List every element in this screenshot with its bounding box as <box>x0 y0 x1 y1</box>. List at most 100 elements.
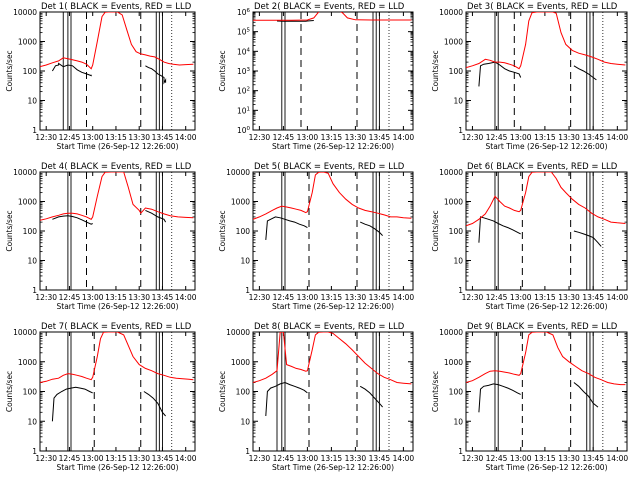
y-tick-label: 101 <box>237 106 250 115</box>
x-tick-label: 12:30 <box>35 133 57 142</box>
x-tick-label: 12:45 <box>273 133 295 142</box>
y-axis-label: Counts/sec <box>431 210 440 251</box>
chart-panel-1: Det 1( BLACK = Events, RED = LLD 12:30 12:… <box>5 2 197 151</box>
x-tick-label: 12:30 <box>462 454 484 463</box>
x-tick-label: 13:00 <box>510 454 532 463</box>
x-tick-label: 12:30 <box>249 454 271 463</box>
x-tick-label: 13:45 <box>582 133 604 142</box>
x-tick-label: 13:30 <box>128 454 150 463</box>
y-tick-label: 1000 <box>18 198 37 207</box>
chart-title: Det 8( BLACK = Events, RED = LLD <box>254 322 405 332</box>
chart-title: Det 5( BLACK = Events, RED = LLD <box>254 162 405 172</box>
y-tick-label: 10000 <box>13 328 37 337</box>
y-tick-label: 1 <box>458 447 463 456</box>
y-tick-label: 100 <box>236 227 251 236</box>
chart-title: Det 4( BLACK = Events, RED = LLD <box>41 162 192 172</box>
events-series-line <box>265 216 383 240</box>
y-tick-label: 10000 <box>439 8 463 17</box>
x-tick-label: 13:30 <box>558 133 580 142</box>
y-tick-label: 10 <box>453 257 463 266</box>
y-tick-label: 10000 <box>226 168 250 177</box>
lld-series-line <box>466 12 626 70</box>
x-tick-label: 12:30 <box>35 293 57 302</box>
x-axis-label: Start Time (26-Sep-12 12:26:00) <box>486 463 608 472</box>
x-tick-label: 13:30 <box>345 454 367 463</box>
y-tick-label: 10 <box>27 257 37 266</box>
y-tick-label: 1000 <box>18 358 37 367</box>
chart-title: Det 3( BLACK = Events, RED = LLD <box>467 2 618 12</box>
lld-series-line <box>253 332 412 385</box>
y-tick-label: 10000 <box>226 328 250 337</box>
chart-panel-3: Det 3( BLACK = Events, RED = LLD 12:30 12:… <box>431 2 628 151</box>
y-tick-label: 10000 <box>13 168 37 177</box>
x-tick-label: 12:45 <box>486 293 508 302</box>
x-tick-label: 13:00 <box>297 454 319 463</box>
events-series-line <box>478 382 599 413</box>
x-tick-label: 12:45 <box>486 133 508 142</box>
y-axis-label: Counts/sec <box>218 210 227 251</box>
x-axis-label: Start Time (26-Sep-12 12:26:00) <box>57 302 179 311</box>
x-tick-label: 13:15 <box>105 454 127 463</box>
x-tick-label: 13:30 <box>128 133 150 142</box>
x-tick-label: 12:30 <box>35 454 57 463</box>
y-tick-label: 10000 <box>13 8 37 17</box>
lld-series-line <box>40 172 194 221</box>
x-tick-label: 13:15 <box>105 133 127 142</box>
y-tick-label: 10 <box>240 417 250 426</box>
events-series-line <box>478 216 602 247</box>
chart-panel-7: Det 7( BLACK = Events, RED = LLD 12:30 12:… <box>5 322 197 472</box>
x-tick-label: 14:00 <box>607 293 629 302</box>
y-tick-label: 1 <box>245 447 250 456</box>
x-tick-label: 12:30 <box>462 293 484 302</box>
y-axis-label: Counts/sec <box>431 371 440 412</box>
x-tick-label: 13:45 <box>369 454 391 463</box>
lld-series-line <box>40 332 194 383</box>
y-tick-label: 100 <box>449 227 464 236</box>
x-tick-label: 12:30 <box>249 133 271 142</box>
events-series-line <box>52 209 167 225</box>
y-tick-label: 1000 <box>444 198 463 207</box>
x-tick-label: 12:45 <box>59 454 81 463</box>
x-axis-label: Start Time (26-Sep-12 12:26:00) <box>272 142 394 151</box>
y-axis-label: Counts/sec <box>218 371 227 412</box>
x-tick-label: 13:30 <box>345 133 367 142</box>
x-tick-label: 13:15 <box>534 293 556 302</box>
chart-title: Det 9( BLACK = Events, RED = LLD <box>467 322 618 332</box>
x-tick-label: 13:00 <box>82 133 104 142</box>
chart-title: Det 1( BLACK = Events, RED = LLD <box>41 2 192 12</box>
events-series-line <box>276 20 314 22</box>
y-tick-label: 1000 <box>444 358 463 367</box>
x-axis-label: Start Time (26-Sep-12 12:26:00) <box>272 463 394 472</box>
y-tick-label: 1000 <box>18 38 37 47</box>
y-tick-label: 1 <box>32 286 37 295</box>
lld-series-line <box>40 12 194 70</box>
x-tick-label: 13:00 <box>297 293 319 302</box>
x-tick-label: 13:00 <box>510 293 532 302</box>
x-tick-label: 14:00 <box>175 133 197 142</box>
chart-panel-8: Det 8( BLACK = Events, RED = LLD 12:30 12:… <box>218 322 414 472</box>
y-tick-label: 100 <box>449 388 464 397</box>
x-tick-label: 13:15 <box>321 293 343 302</box>
lld-series-line <box>253 172 412 220</box>
x-axis-label: Start Time (26-Sep-12 12:26:00) <box>486 142 608 151</box>
x-axis-label: Start Time (26-Sep-12 12:26:00) <box>486 302 608 311</box>
y-tick-label: 10 <box>27 417 37 426</box>
chart-title: Det 7( BLACK = Events, RED = LLD <box>41 322 192 332</box>
y-tick-label: 106 <box>237 8 251 17</box>
x-tick-label: 13:30 <box>558 293 580 302</box>
y-tick-label: 102 <box>237 87 250 96</box>
x-tick-label: 14:00 <box>175 454 197 463</box>
x-tick-label: 12:30 <box>249 293 271 302</box>
x-tick-label: 14:00 <box>607 133 629 142</box>
y-tick-label: 10 <box>240 257 250 266</box>
y-tick-label: 10 <box>27 97 37 106</box>
x-tick-label: 13:30 <box>558 454 580 463</box>
y-tick-label: 1000 <box>444 38 463 47</box>
y-tick-label: 1 <box>245 286 250 295</box>
chart-panel-2: Det 2( BLACK = Events, RED = LLD 12:30 12:… <box>218 2 414 151</box>
x-tick-label: 14:00 <box>393 133 415 142</box>
x-tick-label: 14:00 <box>393 293 415 302</box>
y-tick-label: 100 <box>23 67 38 76</box>
chart-panel-9: Det 9( BLACK = Events, RED = LLD 12:30 12:… <box>431 322 628 472</box>
